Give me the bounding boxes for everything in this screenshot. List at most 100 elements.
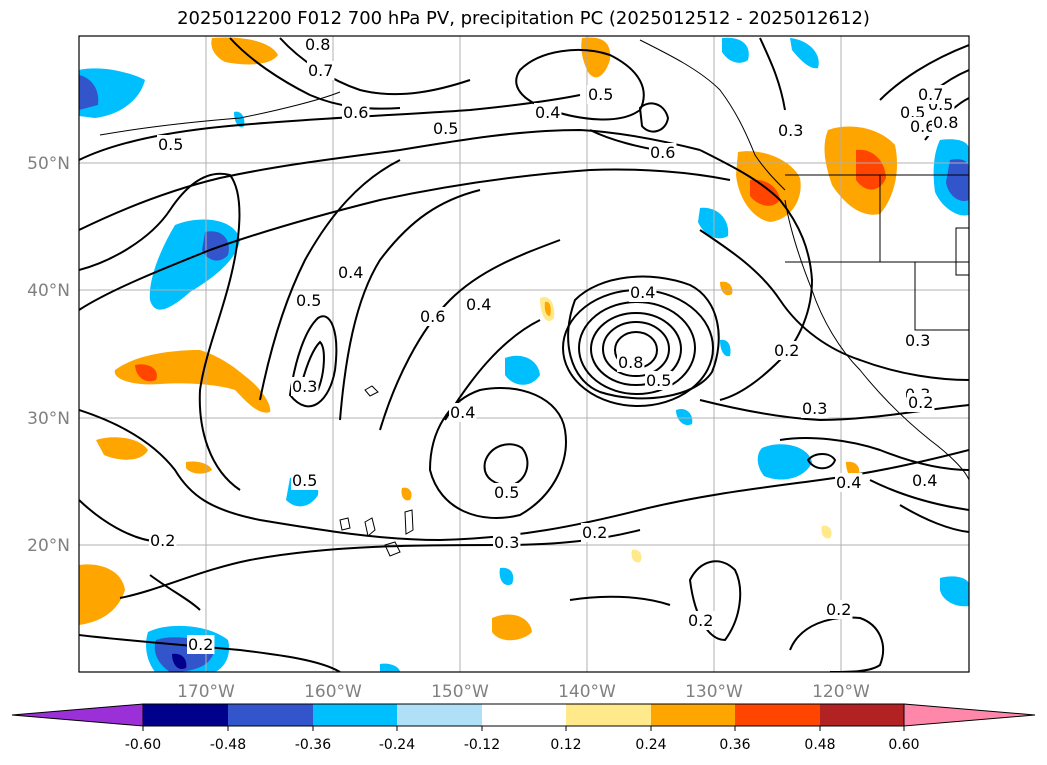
contour-label-bg bbox=[291, 377, 319, 396]
contour-label: 0.5 bbox=[494, 483, 519, 502]
colorbar: -0.60 -0.48 -0.36 -0.24 -0.12 0.12 0.24 … bbox=[11, 703, 1036, 753]
colorbar-tick-label: -0.24 bbox=[379, 737, 415, 753]
contour-label: 0.3 bbox=[802, 399, 827, 418]
lon-label: 170°W bbox=[177, 682, 235, 702]
contour-label-bg bbox=[773, 341, 801, 360]
contour-label-bg bbox=[645, 371, 673, 390]
contour-label: 0.2 bbox=[582, 523, 607, 542]
colorbar-segment bbox=[313, 704, 397, 726]
contour-label: 0.7 bbox=[918, 85, 943, 104]
contour-label-bg bbox=[825, 600, 853, 619]
colorbar-segment bbox=[397, 704, 482, 726]
contour-label-bg bbox=[432, 119, 460, 138]
lon-label: 120°W bbox=[812, 682, 870, 702]
colorbar-tick-label: 0.48 bbox=[804, 737, 835, 753]
contour-label: 0.4 bbox=[338, 263, 363, 282]
contour-label-bg bbox=[307, 61, 335, 80]
contour-label-bg bbox=[419, 307, 447, 326]
contour-label: 0.5 bbox=[296, 291, 321, 310]
contour-label-bg bbox=[917, 85, 945, 104]
colorbar-tick-label: 0.24 bbox=[635, 737, 666, 753]
contour-label-bg bbox=[777, 121, 805, 140]
latitude-labels: 50°N 40°N 30°N 20°N bbox=[27, 154, 70, 556]
contour-label-bg bbox=[581, 523, 609, 542]
contour-label: 0.2 bbox=[908, 393, 933, 412]
contour-label: 0.4 bbox=[912, 471, 937, 490]
contour-label: 0.5 bbox=[158, 135, 183, 154]
contour-label: 0.3 bbox=[778, 121, 803, 140]
contour-label-bg bbox=[465, 295, 493, 314]
contour-label-bg bbox=[291, 471, 319, 490]
colorbar-segment bbox=[735, 704, 820, 726]
contour-label-bg bbox=[801, 399, 829, 418]
contour-label: 0.5 bbox=[646, 371, 671, 390]
colorbar-extend-min bbox=[11, 703, 144, 727]
colorbar-segment bbox=[143, 704, 228, 726]
contour-label-bg bbox=[342, 103, 370, 122]
contour-label: 0.7 bbox=[308, 61, 333, 80]
colorbar-segment bbox=[228, 704, 313, 726]
lat-label: 50°N bbox=[27, 154, 70, 174]
contour-label-bg bbox=[149, 531, 177, 550]
contour-label: 0.2 bbox=[188, 635, 213, 654]
contour-label: 0.6 bbox=[650, 143, 675, 162]
contour-label: 0.5 bbox=[292, 471, 317, 490]
contour-label: 0.2 bbox=[688, 611, 713, 630]
contour-label-bg bbox=[449, 403, 477, 422]
contour-label: 0.4 bbox=[535, 103, 560, 122]
contour-label: 0.3 bbox=[494, 533, 519, 552]
contour-label: 0.8 bbox=[933, 113, 958, 132]
contour-label-bg bbox=[617, 353, 645, 372]
colorbar-tick-label: -0.12 bbox=[464, 737, 500, 753]
contour-label-bg bbox=[932, 113, 960, 132]
contour-label: 0.2 bbox=[150, 531, 175, 550]
contour-label: 0.4 bbox=[450, 403, 475, 422]
contour-label-bg bbox=[157, 135, 185, 154]
contour-label: 0.3 bbox=[905, 331, 930, 350]
contour-label-bg bbox=[304, 35, 332, 54]
contour-label-bg bbox=[295, 291, 323, 310]
colorbar-tick-label: -0.36 bbox=[295, 737, 331, 753]
contour-label: 0.4 bbox=[466, 295, 491, 314]
contour-label: 0.4 bbox=[836, 473, 861, 492]
contour-label-bg bbox=[187, 635, 215, 654]
contour-label-bg bbox=[909, 117, 937, 136]
colorbar-tick-label: 0.36 bbox=[719, 737, 750, 753]
contour-label: 0.2 bbox=[774, 341, 799, 360]
colorbar-tick-label: -0.48 bbox=[210, 737, 246, 753]
longitude-labels: 170°W 160°W 150°W 140°W 130°W 120°W bbox=[177, 682, 870, 702]
contour-label-bg bbox=[904, 331, 932, 350]
map-title: 2025012200 F012 700 hPa PV, precipitatio… bbox=[177, 8, 870, 29]
contour-label-bg bbox=[687, 611, 715, 630]
contour-label: 0.2 bbox=[826, 600, 851, 619]
lat-label: 30°N bbox=[27, 409, 70, 429]
contour-label: 0.4 bbox=[630, 283, 655, 302]
colorbar-extend-max bbox=[903, 703, 1036, 727]
contour-label-bg bbox=[493, 533, 521, 552]
contour-label-bg bbox=[493, 483, 521, 502]
contour-label-bg bbox=[629, 283, 657, 302]
contour-label: 0.3 bbox=[292, 377, 317, 396]
lon-label: 160°W bbox=[304, 682, 362, 702]
colorbar-segment bbox=[820, 704, 904, 726]
contour-label-bg bbox=[911, 471, 939, 490]
lon-label: 150°W bbox=[431, 682, 489, 702]
lon-label: 130°W bbox=[685, 682, 743, 702]
colorbar-tick-label: -0.60 bbox=[125, 737, 161, 753]
contour-label: 0.6 bbox=[343, 103, 368, 122]
contour-label: 0.6 bbox=[420, 307, 445, 326]
lat-label: 40°N bbox=[27, 281, 70, 301]
lat-label: 20°N bbox=[27, 536, 70, 556]
contour-label-bg bbox=[534, 103, 562, 122]
contour-label: 0.5 bbox=[433, 119, 458, 138]
colorbar-segment bbox=[566, 704, 651, 726]
coastlines bbox=[99, 39, 969, 557]
contour-label: 0.8 bbox=[305, 35, 330, 54]
contour-label-bg bbox=[587, 85, 615, 104]
colorbar-tick-label: 0.12 bbox=[550, 737, 581, 753]
contour-label: 0.6 bbox=[910, 117, 935, 136]
contour-label-bg bbox=[649, 143, 677, 162]
colorbar-tick-label: 0.60 bbox=[888, 737, 919, 753]
contour-label-bg bbox=[907, 393, 935, 412]
